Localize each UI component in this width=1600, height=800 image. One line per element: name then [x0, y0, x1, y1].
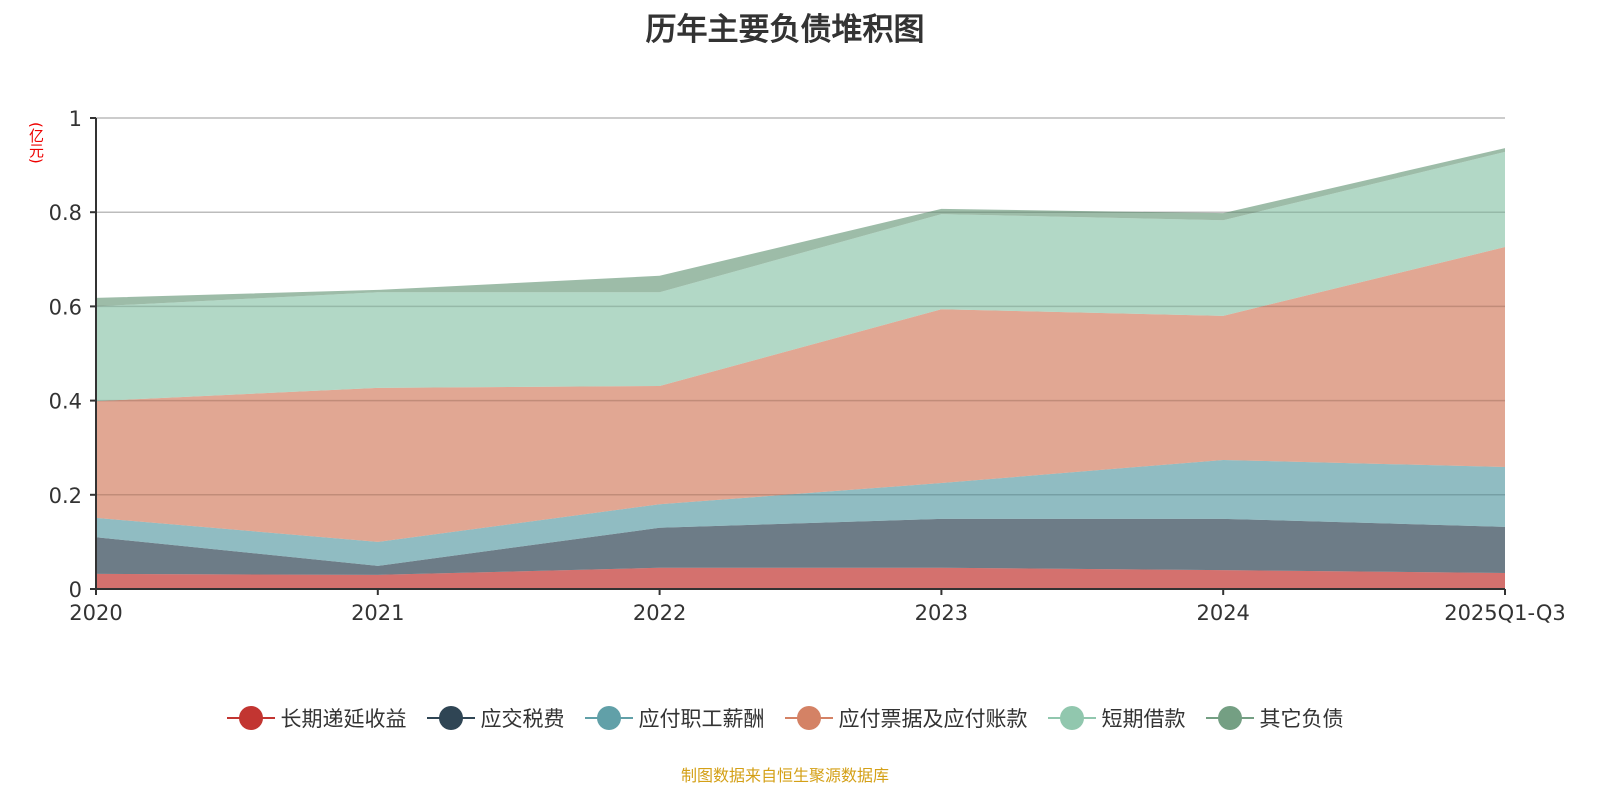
- x-tick-label: 2024: [1196, 601, 1249, 625]
- legend-label: 其它负债: [1259, 707, 1344, 731]
- legend-item[interactable]: 长期递延收益: [226, 703, 407, 733]
- chart-title: 历年主要负债堆积图: [645, 12, 925, 48]
- legend-marker-icon: [784, 706, 833, 730]
- legend-item[interactable]: 应交税费: [426, 703, 565, 733]
- x-tick-label: 2023: [915, 601, 968, 625]
- legend-label: 应付票据及应付账款: [838, 707, 1028, 731]
- legend-item[interactable]: 应付职工薪酬: [584, 703, 765, 733]
- x-tick-label: 2022: [633, 601, 686, 625]
- x-tick-label: 2021: [351, 601, 404, 625]
- legend-label: 短期借款: [1101, 707, 1186, 731]
- legend-item[interactable]: 应付票据及应付账款: [784, 703, 1028, 733]
- legend-item[interactable]: 短期借款: [1047, 703, 1186, 733]
- legend-marker-icon: [226, 706, 275, 730]
- y-tick-label: 0.6: [49, 295, 82, 319]
- source-note: 制图数据来自恒生聚源数据库: [680, 766, 889, 785]
- y-tick-label: 0.8: [49, 201, 82, 225]
- stacked-area-chart: 0 0.2 0.4 0.6 0.8 1 2020 2021 2022 2023 2024 2025Q1…: [49, 107, 1566, 625]
- y-axis-unit: (亿元): [27, 122, 45, 164]
- y-tick-label: 0.4: [49, 390, 82, 414]
- x-tick-label: 2025Q1-Q3: [1444, 601, 1566, 625]
- area-4: [96, 151, 1505, 402]
- legend-marker-icon: [426, 706, 475, 730]
- legend-label: 长期递延收益: [280, 707, 407, 731]
- legend-label: 应交税费: [480, 707, 565, 731]
- area-0: [96, 567, 1505, 589]
- legend-marker-icon: [1205, 706, 1254, 730]
- area-3: [96, 247, 1505, 542]
- legend-label: 应付职工薪酬: [638, 707, 765, 731]
- legend-marker-icon: [584, 706, 633, 730]
- legend-item[interactable]: 其它负债: [1205, 703, 1344, 733]
- y-tick-label: 1: [69, 107, 82, 131]
- y-tick-label: 0.2: [49, 484, 82, 508]
- area-1: [96, 518, 1505, 575]
- y-tick-label: 0: [69, 578, 82, 602]
- area-2: [96, 459, 1505, 566]
- x-tick-label: 2020: [69, 601, 122, 625]
- legend-marker-icon: [1047, 706, 1096, 730]
- legend: 长期递延收益 应交税费 应付职工薪酬 应付票据及应付账款 短期借款 其它负债: [0, 703, 1570, 733]
